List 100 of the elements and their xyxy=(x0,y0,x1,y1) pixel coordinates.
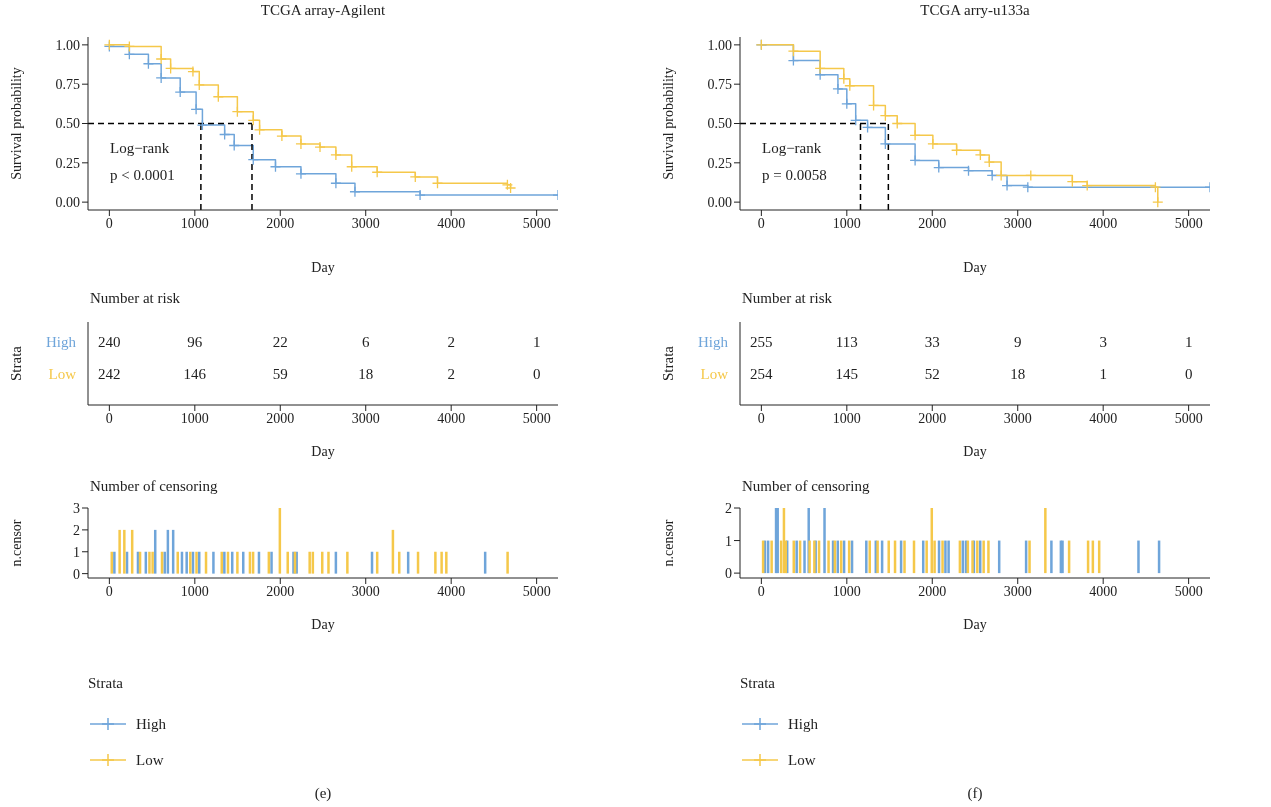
x-tick-label: 4000 xyxy=(1089,410,1118,426)
data-label: 18 xyxy=(1010,366,1026,383)
y-tick-label: 3 xyxy=(73,500,80,516)
x-tick-label: 1000 xyxy=(180,215,209,231)
chart-title: Number at risk xyxy=(90,290,180,307)
x-axis-title: Day xyxy=(311,260,335,275)
x-tick-label: 2000 xyxy=(918,215,947,231)
data-label: 33 xyxy=(924,333,940,350)
x-axis-title: Day xyxy=(311,444,335,459)
x-tick-label: 3000 xyxy=(351,410,380,426)
y-tick-label: Low xyxy=(700,366,729,383)
x-tick-label: 2000 xyxy=(918,410,947,426)
data-label: 145 xyxy=(835,366,859,383)
x-axis-title: Day xyxy=(311,617,335,632)
data-label: 0 xyxy=(532,366,541,383)
x-tick-label: 2000 xyxy=(918,583,947,599)
x-tick-label: 4000 xyxy=(437,410,466,426)
y-axis-title: Survival probability xyxy=(660,67,676,180)
y-axis-title: Strata xyxy=(8,345,25,381)
x-tick-label: 5000 xyxy=(1174,583,1203,599)
data-label: 146 xyxy=(183,366,207,383)
legend-label: Low xyxy=(788,751,816,769)
y-axis-title: n.censor xyxy=(660,519,676,567)
x-tick-label: 0 xyxy=(757,583,765,599)
x-tick-label: 5000 xyxy=(522,410,551,426)
y-tick-label: 2 xyxy=(725,500,732,516)
legend-label: High xyxy=(788,715,818,733)
data-label: 18 xyxy=(358,366,374,383)
data-label: 240 xyxy=(98,333,121,350)
data-label: 52 xyxy=(924,366,940,383)
x-axis-title: Day xyxy=(963,617,987,632)
data-label: 2 xyxy=(447,333,455,350)
y-tick-label: High xyxy=(698,333,729,350)
x-axis-title: Day xyxy=(963,260,987,275)
x-tick-label: 0 xyxy=(757,215,765,231)
x-tick-label: 4000 xyxy=(437,215,466,231)
legend-label: High xyxy=(136,715,166,733)
y-tick-label: 0.75 xyxy=(707,77,732,93)
x-axis-title: Day xyxy=(963,444,987,459)
data-label: 6 xyxy=(361,333,370,350)
y-tick-label: 1.00 xyxy=(55,37,80,53)
data-label: 59 xyxy=(272,366,288,383)
data-label: 113 xyxy=(835,333,858,350)
x-tick-label: 0 xyxy=(105,583,113,599)
annotation: Log−rank xyxy=(110,140,170,157)
x-tick-label: 0 xyxy=(105,410,113,426)
legend-title: Strata xyxy=(88,675,124,692)
legend-title: Strata xyxy=(740,675,776,692)
x-tick-label: 1000 xyxy=(180,583,209,599)
text: (e) xyxy=(313,785,333,802)
chart-title: Number of censoring xyxy=(90,478,218,495)
data-label: 96 xyxy=(187,333,203,350)
y-tick-label: 0 xyxy=(725,566,732,582)
x-tick-label: 4000 xyxy=(437,583,466,599)
data-label: 9 xyxy=(1013,333,1022,350)
y-tick-label: 0 xyxy=(73,566,80,582)
chart-title: TCGA arry-u133a xyxy=(919,2,1031,19)
x-tick-label: 0 xyxy=(757,410,765,426)
legend-label: Low xyxy=(136,751,164,769)
x-tick-label: 3000 xyxy=(1003,215,1032,231)
x-tick-label: 5000 xyxy=(1174,410,1203,426)
data-label: 2 xyxy=(447,366,455,383)
text: (f) xyxy=(966,785,984,802)
y-tick-label: 0.00 xyxy=(55,195,80,211)
y-tick-label: High xyxy=(46,333,77,350)
x-tick-label: 1000 xyxy=(832,215,861,231)
x-tick-label: 3000 xyxy=(1003,583,1032,599)
y-tick-label: 1.00 xyxy=(707,37,732,53)
x-tick-label: 2000 xyxy=(266,215,295,231)
y-tick-label: 1 xyxy=(73,544,80,560)
chart-title: Number of censoring xyxy=(742,478,870,495)
annotation: Log−rank xyxy=(762,140,822,157)
x-tick-label: 0 xyxy=(105,215,113,231)
annotation: p < 0.0001 xyxy=(110,167,175,184)
data-label: 22 xyxy=(272,333,288,350)
y-tick-label: 0.50 xyxy=(55,116,80,132)
x-tick-label: 3000 xyxy=(351,583,380,599)
y-tick-label: Low xyxy=(48,366,77,383)
y-axis-title: n.censor xyxy=(8,519,24,567)
x-tick-label: 1000 xyxy=(832,583,861,599)
data-label: 1 xyxy=(1099,366,1107,383)
data-label: 242 xyxy=(98,366,121,383)
y-axis-title: Strata xyxy=(660,345,677,381)
data-label: 3 xyxy=(1099,333,1107,350)
x-tick-label: 2000 xyxy=(266,410,295,426)
y-axis-title: Survival probability xyxy=(8,67,24,180)
x-tick-label: 1000 xyxy=(180,410,209,426)
x-tick-label: 5000 xyxy=(522,215,551,231)
x-tick-label: 2000 xyxy=(266,583,295,599)
data-label: 1 xyxy=(1184,333,1193,350)
x-tick-label: 3000 xyxy=(351,215,380,231)
y-tick-label: 0.50 xyxy=(707,116,732,132)
y-tick-label: 0.00 xyxy=(707,195,732,211)
y-tick-label: 1 xyxy=(725,533,732,549)
x-tick-label: 1000 xyxy=(832,410,861,426)
x-tick-label: 4000 xyxy=(1089,215,1118,231)
chart-title: TCGA array-Agilent xyxy=(259,2,387,19)
x-tick-label: 4000 xyxy=(1089,583,1118,599)
data-label: 0 xyxy=(1184,366,1193,383)
data-label: 255 xyxy=(750,333,773,350)
